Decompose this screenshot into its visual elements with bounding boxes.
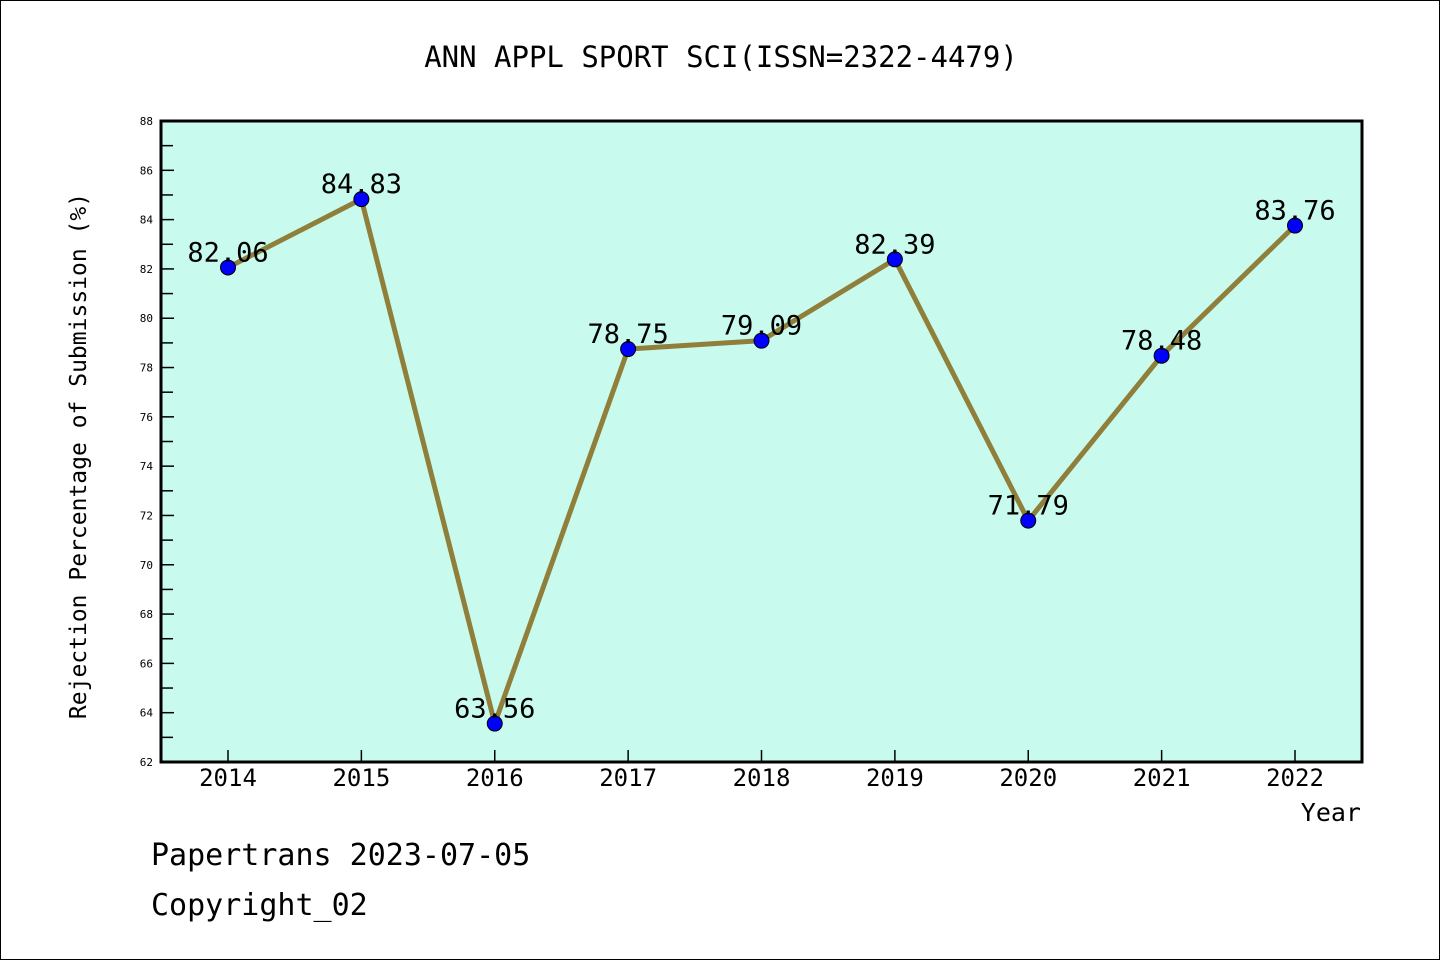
plot-area [161, 121, 1362, 762]
y-tick-label: 84 [140, 214, 154, 227]
x-tick-label: 2021 [1133, 764, 1191, 792]
x-tick-label: 2022 [1266, 764, 1324, 792]
footer-copyright: Copyright_02 [151, 888, 368, 923]
footer-date: Papertrans 2023-07-05 [151, 838, 530, 873]
data-point [220, 259, 236, 276]
y-tick-label: 70 [140, 559, 153, 572]
data-label: 83.76 [1254, 196, 1335, 227]
y-tick-label: 80 [140, 312, 153, 325]
y-tick-label: 82 [140, 263, 153, 276]
y-tick-label: 66 [140, 657, 153, 670]
data-label: 84.83 [321, 169, 402, 200]
data-point [620, 341, 637, 358]
data-label: 78.48 [1121, 326, 1202, 357]
data-point [1153, 347, 1170, 364]
data-point [353, 191, 370, 208]
data-label: 63.56 [454, 694, 535, 725]
data-point [1287, 217, 1303, 234]
y-tick-label: 86 [140, 164, 153, 177]
plot-frame [159, 119, 1364, 764]
x-tick-label: 2014 [199, 764, 257, 792]
data-point [886, 251, 903, 268]
data-point [486, 715, 503, 732]
x-axis-label: Year [1301, 798, 1361, 827]
x-tick-label: 2018 [733, 764, 791, 792]
x-tick-label: 2019 [866, 764, 924, 792]
y-tick-label: 68 [140, 608, 153, 621]
data-label: 82.39 [854, 229, 935, 260]
y-axis-label: Rejection Percentage of Submission (%) [66, 193, 92, 719]
y-tick-label: 76 [140, 411, 153, 424]
data-label: 79.09 [721, 311, 802, 342]
data-label: 78.75 [587, 319, 668, 350]
data-label: 82.06 [187, 237, 268, 268]
y-tick-label: 74 [140, 460, 154, 473]
y-tick-label: 64 [140, 707, 154, 720]
x-tick-label: 2017 [599, 764, 657, 792]
y-tick-label: 88 [140, 115, 153, 128]
y-tick-label: 78 [140, 362, 153, 375]
data-point [753, 332, 770, 349]
x-tick-label: 2020 [999, 764, 1057, 792]
y-tick-label: 72 [140, 509, 153, 522]
data-label: 71.79 [988, 491, 1069, 522]
x-tick-label: 2016 [466, 764, 524, 792]
y-tick-label: 62 [140, 756, 153, 769]
x-tick-label: 2015 [332, 764, 390, 792]
chart-title: ANN APPL SPORT SCI(ISSN=2322-4479) [424, 40, 1018, 74]
data-point [1020, 512, 1037, 529]
